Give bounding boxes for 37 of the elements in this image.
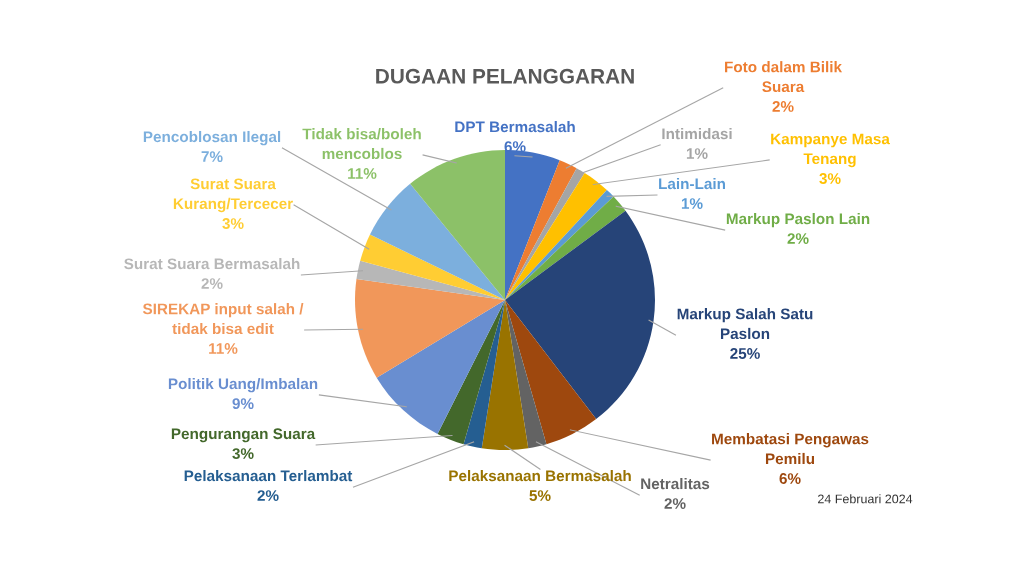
slice-label: Netralitas <box>641 477 710 490</box>
data-label: 25% <box>730 348 760 359</box>
slice-label: SIREKAP input salah / tidak bisa edit <box>142 303 304 335</box>
data-label: 2% <box>787 233 809 244</box>
data-label: 3% <box>819 173 841 184</box>
data-label: 2% <box>201 278 223 289</box>
slice-label: Politik Uang/Imbalan <box>168 377 318 393</box>
slice-label: Tidak bisa/boleh mencoblos <box>302 128 421 160</box>
data-label: 3% <box>222 218 244 229</box>
data-label: 2% <box>257 490 279 501</box>
data-label: 1% <box>686 148 708 159</box>
text: 24 Februari 2024 <box>818 494 913 504</box>
slice-label: Pencoblosan Ilegal <box>143 130 281 146</box>
slice-label: Intimidasi <box>662 127 732 140</box>
data-label: 11% <box>348 168 377 179</box>
slice-label: Kampanye Masa Tenang <box>771 133 890 168</box>
data-label: 11% <box>209 343 238 354</box>
chart-title: DUGAAN PELANGGARAN <box>376 68 634 84</box>
slice-label: Lain-Lain <box>659 177 726 190</box>
slice-label: Surat Suara Kurang/Tercecer <box>173 178 293 213</box>
data-label: 2% <box>772 101 794 112</box>
data-label: 3% <box>232 448 254 460</box>
slice-label: Markup Salah Satu Paslon <box>677 308 813 340</box>
slice-label: Surat Suara Bermasalah <box>124 257 300 270</box>
data-label: 1% <box>681 198 703 209</box>
data-label: 6% <box>779 473 801 484</box>
slice-label: Markup Paslon Lain <box>726 212 870 228</box>
data-label: 9% <box>232 398 254 410</box>
slice-label: Pengurangan Suara <box>171 428 316 443</box>
slice-label: DPT Bermasalah <box>455 120 575 133</box>
data-label: 5% <box>529 490 551 501</box>
data-label: 7% <box>201 151 223 162</box>
slice-label: Membatasi Pengawas Pemilu <box>712 433 869 465</box>
slice-label: Pelaksanaan Terlambat <box>184 469 353 482</box>
slice-label: Foto dalam Bilik Suara <box>725 61 843 93</box>
slice-label: Pelaksanaan Bermasalah <box>449 469 631 482</box>
data-label: 2% <box>664 498 686 509</box>
